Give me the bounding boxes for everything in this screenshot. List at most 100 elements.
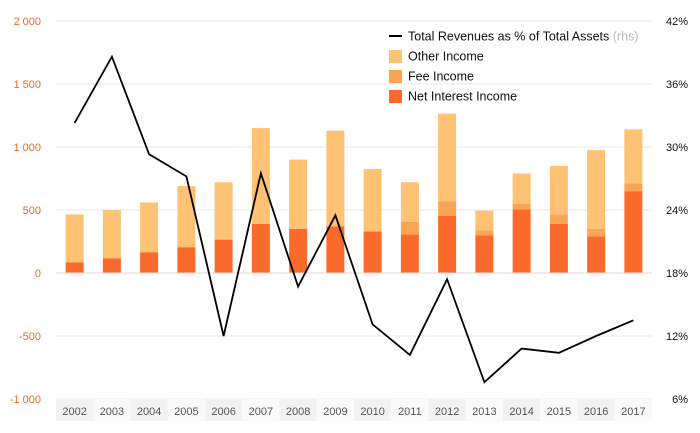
right-tick-label: 24% xyxy=(666,205,688,217)
x-axis-band xyxy=(242,399,280,421)
x-tick-label-2006: 2006 xyxy=(211,406,235,418)
x-axis-band xyxy=(540,399,578,421)
left-tick-label: 500 xyxy=(23,205,41,217)
left-tick-label: -1 000 xyxy=(10,394,41,406)
x-axis-band xyxy=(354,399,392,421)
legend-swatch xyxy=(389,70,402,83)
bar-other-income-2014 xyxy=(512,173,531,204)
x-tick-label-2013: 2013 xyxy=(472,406,496,418)
bar-other-income-2008 xyxy=(289,159,308,229)
bar-other-income-2016 xyxy=(587,150,606,229)
right-tick-label: 36% xyxy=(666,79,688,91)
category-column-backgrounds xyxy=(56,399,652,421)
x-axis-tick-labels: 2002 2003 2004 2005 2006 2007 2008 2009 2010 2011… xyxy=(62,406,645,418)
right-tick-label: 6% xyxy=(672,394,688,406)
bar-net-interest-income-2011 xyxy=(400,234,419,273)
x-axis-band xyxy=(205,399,243,421)
x-axis-band xyxy=(465,399,503,421)
x-axis-band xyxy=(428,399,466,421)
x-axis-band xyxy=(577,399,615,421)
legend-swatch xyxy=(389,50,402,63)
bar-other-income-2004 xyxy=(140,202,159,253)
bar-net-interest-income-2009 xyxy=(326,226,345,273)
x-tick-label-2012: 2012 xyxy=(435,406,459,418)
right-tick-label: 12% xyxy=(666,331,688,343)
right-tick-label: 42% xyxy=(666,16,688,28)
x-axis-band xyxy=(316,399,354,421)
bar-net-interest-income-2003 xyxy=(102,258,121,273)
left-tick-label: 1 000 xyxy=(13,142,41,154)
bar-net-interest-income-2013 xyxy=(475,235,494,273)
bar-other-income-2011 xyxy=(400,182,419,222)
bar-other-income-2009 xyxy=(326,130,345,227)
x-axis-band xyxy=(614,399,652,421)
bar-net-interest-income-2005 xyxy=(177,247,196,273)
legend-label-text: Net Interest Income xyxy=(408,90,517,104)
legend: Total Revenues as % of Total Assets (rhs… xyxy=(389,30,638,104)
x-axis-band xyxy=(130,399,168,421)
bar-other-income-2002 xyxy=(65,214,84,263)
legend-label: Total Revenues as % of Total Assets (rhs… xyxy=(408,30,638,44)
x-tick-label-2010: 2010 xyxy=(360,406,384,418)
bar-fee-income-2011 xyxy=(400,221,419,235)
left-axis-tick-labels: 2 000 1 500 1 000 500 0 -500 -1 000 xyxy=(10,16,41,406)
bar-fee-income-2016 xyxy=(587,228,606,237)
bar-other-income-2012 xyxy=(438,113,457,202)
bar-other-income-2015 xyxy=(549,165,568,215)
bar-other-income-2013 xyxy=(475,210,494,231)
x-tick-label-2003: 2003 xyxy=(100,406,124,418)
x-tick-label-2014: 2014 xyxy=(509,406,533,418)
legend-label: Net Interest Income xyxy=(408,90,517,104)
bar-other-income-2005 xyxy=(177,186,196,248)
legend-label-note: (rhs) xyxy=(609,30,638,44)
legend-label-text: Fee Income xyxy=(408,70,474,84)
x-tick-label-2004: 2004 xyxy=(137,406,161,418)
legend-label-text: Total Revenues as % of Total Assets xyxy=(408,30,609,44)
left-tick-label: 0 xyxy=(35,268,41,280)
x-axis-band xyxy=(167,399,205,421)
x-tick-label-2009: 2009 xyxy=(323,406,347,418)
bar-net-interest-income-2017 xyxy=(624,191,643,273)
bar-net-interest-income-2010 xyxy=(363,231,382,273)
left-tick-label: 1 500 xyxy=(13,79,41,91)
x-tick-label-2011: 2011 xyxy=(398,406,422,418)
legend-label-text: Other Income xyxy=(408,50,484,64)
bar-other-income-2003 xyxy=(102,210,121,259)
bar-other-income-2017 xyxy=(624,129,643,184)
right-tick-label: 18% xyxy=(666,268,688,280)
bar-fee-income-2014 xyxy=(512,203,531,210)
ratio-line-path xyxy=(73,54,634,384)
bar-other-income-2006 xyxy=(214,182,233,240)
bar-fee-income-2017 xyxy=(624,183,643,192)
x-tick-label-2008: 2008 xyxy=(286,406,310,418)
x-tick-label-2002: 2002 xyxy=(62,406,86,418)
stacked-bars xyxy=(65,113,643,273)
bar-net-interest-income-2014 xyxy=(512,209,531,273)
bar-net-interest-income-2006 xyxy=(214,239,233,273)
ratio-line xyxy=(73,54,634,384)
right-tick-label: 30% xyxy=(666,142,688,154)
bar-other-income-2010 xyxy=(363,169,382,232)
bar-net-interest-income-2015 xyxy=(549,223,568,273)
x-axis-band xyxy=(93,399,131,421)
left-tick-label: 2 000 xyxy=(13,16,41,28)
bar-fee-income-2015 xyxy=(549,214,568,224)
x-tick-label-2005: 2005 xyxy=(174,406,198,418)
x-tick-label-2017: 2017 xyxy=(621,406,645,418)
legend-label: Other Income xyxy=(408,50,484,64)
x-axis-band xyxy=(391,399,429,421)
bar-net-interest-income-2016 xyxy=(587,236,606,273)
bar-net-interest-income-2002 xyxy=(65,262,84,273)
bar-net-interest-income-2012 xyxy=(438,215,457,273)
legend-label: Fee Income xyxy=(408,70,474,84)
legend-swatch xyxy=(389,90,402,103)
x-axis-band xyxy=(56,399,94,421)
bar-net-interest-income-2004 xyxy=(140,252,159,273)
bar-fee-income-2012 xyxy=(438,201,457,216)
x-tick-label-2015: 2015 xyxy=(547,406,571,418)
x-axis-band xyxy=(279,399,317,421)
x-axis-band xyxy=(503,399,541,421)
bar-fee-income-2013 xyxy=(475,230,494,236)
bar-net-interest-income-2007 xyxy=(251,223,270,273)
